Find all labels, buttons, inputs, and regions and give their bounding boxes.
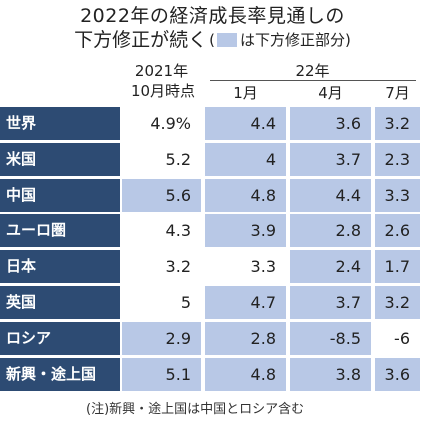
row-label: 英国: [0, 286, 120, 319]
value-2022-jan: 4.8: [205, 357, 286, 391]
value-2022-apr: 3.7: [290, 142, 371, 176]
table-row: 日本 3.2 3.3 2.4 1.7: [0, 250, 420, 284]
row-label: 新興・途上国: [0, 357, 120, 391]
legend-open-paren: (: [209, 31, 215, 49]
value-2021-oct: 3.2: [165, 257, 191, 277]
value-2022-jul: 2.3: [375, 142, 420, 176]
legend-text: は下方修正部分): [240, 31, 351, 49]
value-2022-jul: 3.3: [375, 178, 420, 212]
header-group-year: 22年: [295, 62, 330, 80]
value-2022-apr: 4.4: [290, 178, 371, 212]
table-row: ロシア 2.9 2.8 -8.5 -6: [0, 321, 420, 355]
value-2022-jul: 2.6: [375, 214, 420, 248]
value-2022-jul: -6: [394, 328, 410, 348]
title-line-1: 2022年の経済成長率見通しの: [80, 5, 345, 27]
value-2022-jan: 4.7: [205, 286, 286, 319]
value-2021-oct: 4.3: [165, 221, 191, 241]
header-base-sub: 10月時点: [130, 82, 196, 100]
value-2021-oct: 5.1: [122, 357, 201, 391]
row-label: 中国: [0, 178, 120, 212]
header-month-3: 7月: [385, 84, 410, 102]
value-2022-apr: 2.4: [290, 250, 371, 284]
value-2022-jan: 3.3: [250, 257, 276, 277]
value-2022-jul: 3.2: [375, 107, 420, 140]
row-label: 日本: [0, 250, 120, 284]
footnote: (注)新興・途上国は中国とロシア含む: [86, 402, 305, 417]
value-2021-oct: 4.9%: [150, 114, 191, 133]
value-2022-apr: 3.6: [290, 107, 371, 140]
title-main: 下方修正が続く: [74, 29, 208, 51]
header-base-year: 2021年: [134, 62, 189, 80]
value-2022-jan: 4.4: [205, 107, 286, 140]
value-2022-jan: 4: [205, 142, 286, 176]
table-row: ユーロ圏 4.3 3.9 2.8 2.6: [0, 214, 420, 248]
value-2021-oct: 2.9: [122, 321, 201, 355]
value-2022-apr: -8.5: [290, 321, 371, 355]
value-2022-jul: 3.6: [375, 357, 420, 391]
header-month-1: 1月: [233, 84, 258, 102]
legend-swatch: [217, 33, 237, 47]
value-2021-oct: 5.2: [165, 149, 191, 169]
value-2021-oct: 5.6: [122, 178, 201, 212]
table-row: 新興・途上国 5.1 4.8 3.8 3.6: [0, 357, 420, 391]
value-2022-jan: 4.8: [205, 178, 286, 212]
value-2022-apr: 2.8: [290, 214, 371, 248]
row-label: 米国: [0, 142, 120, 176]
table-row: 世界 4.9% 4.4 3.6 3.2: [0, 107, 420, 140]
chart-title: 2022年の経済成長率見通しの 下方修正が続く ( は下方修正部分): [0, 4, 425, 52]
value-2022-jan: 2.8: [205, 321, 286, 355]
title-line-2: 下方修正が続く ( は下方修正部分): [0, 28, 425, 52]
table-row: 米国 5.2 4 3.7 2.3: [0, 142, 420, 176]
value-2022-jul: 3.2: [375, 286, 420, 319]
value-2021-oct: 5: [180, 293, 191, 312]
value-2022-jan: 3.9: [205, 214, 286, 248]
value-2022-apr: 3.8: [290, 357, 371, 391]
header-month-2: 4月: [318, 84, 343, 102]
value-2022-jul: 1.7: [375, 250, 420, 284]
row-label: 世界: [0, 107, 120, 140]
table-row: 英国 5 4.7 3.7 3.2: [0, 286, 420, 319]
value-2022-apr: 3.7: [290, 286, 371, 319]
row-label: ユーロ圏: [0, 214, 120, 248]
table-row: 中国 5.6 4.8 4.4 3.3: [0, 178, 420, 212]
row-label: ロシア: [0, 321, 120, 355]
group-year-underline: [210, 80, 416, 81]
